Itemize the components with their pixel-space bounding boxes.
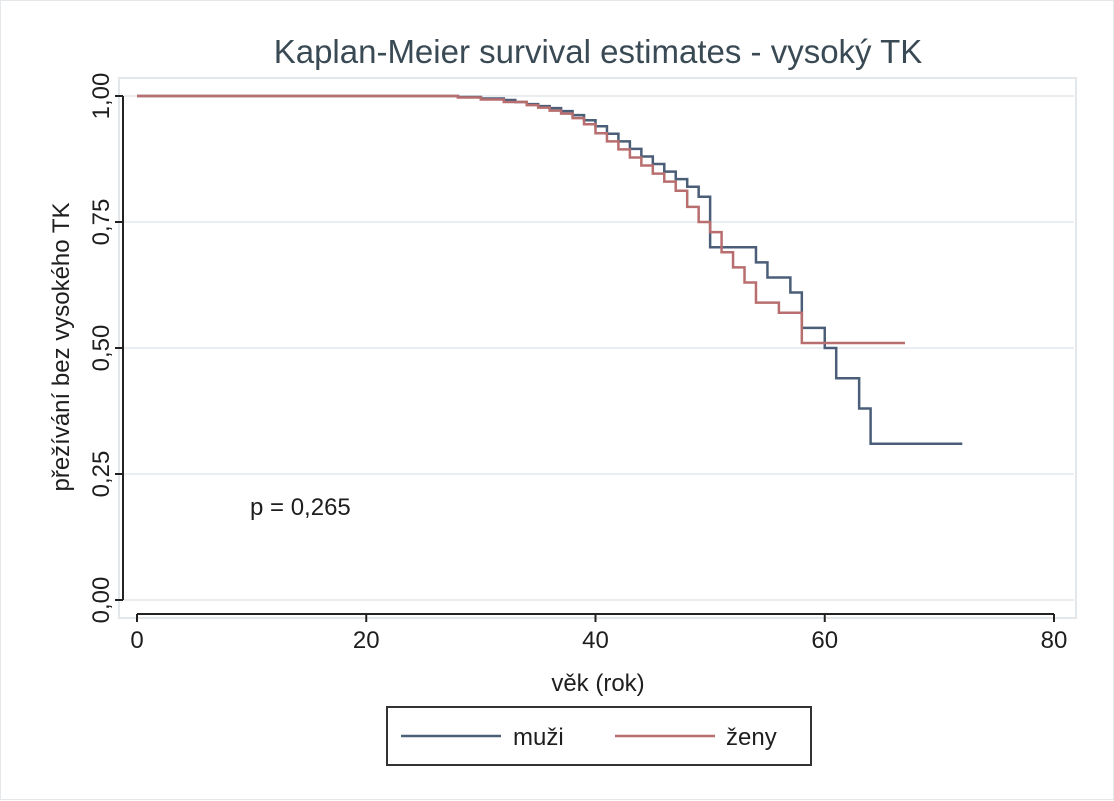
y-axis-label: přežívání bez vysokého TK — [48, 202, 75, 491]
x-tick-label-1: 20 — [353, 627, 380, 654]
y-tick-label-1: 0,25 — [88, 451, 115, 498]
x-tick-label-3: 60 — [811, 627, 838, 654]
y-tick-label-4: 1,00 — [88, 73, 115, 120]
axes: 0,00 0,25 0,50 0,75 1,00 0 20 40 60 80 — [88, 73, 1067, 654]
p-value-annotation: p = 0,265 — [250, 494, 351, 521]
x-tick-label-4: 80 — [1041, 627, 1068, 654]
series-line-zeny — [137, 94, 905, 345]
y-tick-label-3: 0,75 — [88, 199, 115, 246]
y-tick-label-0: 0,00 — [88, 577, 115, 624]
y-tick-label-2: 0,50 — [88, 325, 115, 372]
chart-title: Kaplan-Meier survival estimates - vysoký… — [274, 33, 923, 70]
legend-label-zeny: ženy — [726, 724, 777, 751]
series-group — [137, 94, 963, 446]
x-tick-label-2: 40 — [582, 627, 609, 654]
legend: muži ženy — [386, 706, 812, 766]
x-axis-label: věk (rok) — [551, 670, 644, 697]
legend-label-muzi: muži — [513, 724, 564, 751]
x-tick-label-0: 0 — [130, 627, 143, 654]
